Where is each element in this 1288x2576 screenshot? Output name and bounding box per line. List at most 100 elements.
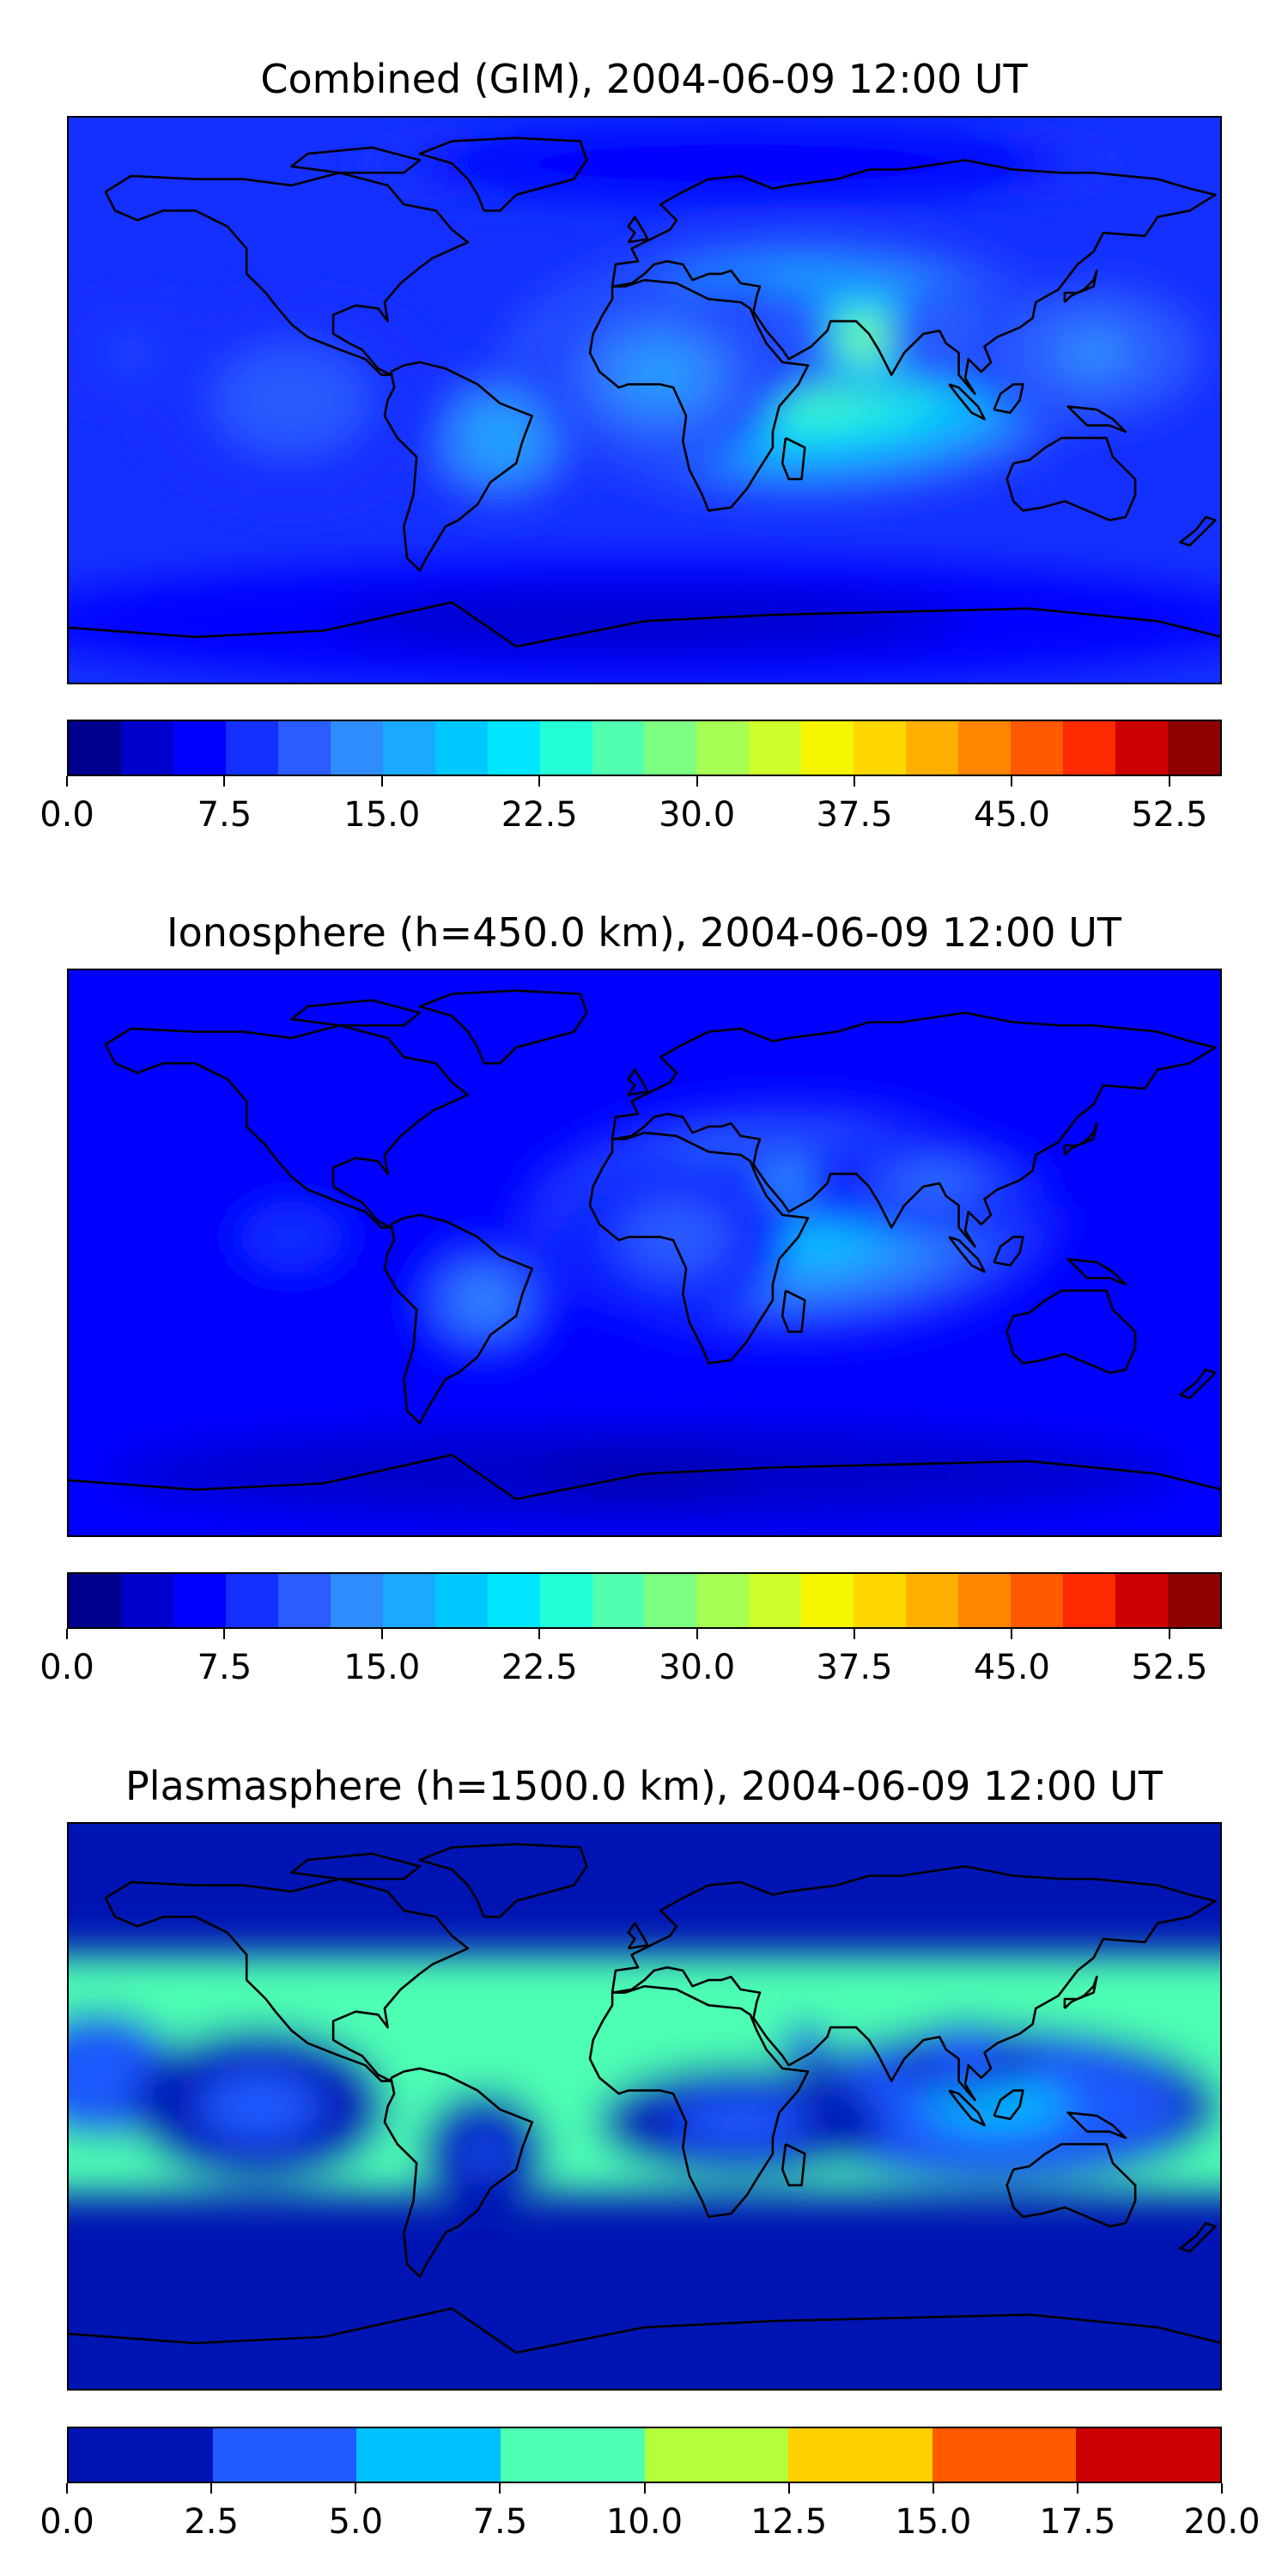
colorbar-swatch — [1168, 721, 1220, 775]
colorbar-swatch — [644, 721, 697, 775]
colorbar-swatch — [539, 721, 592, 775]
colorbar-tick — [1168, 1629, 1170, 1639]
panel-2-colorbar — [67, 1572, 1222, 1629]
colorbar-tick — [538, 776, 541, 787]
colorbar-swatch — [330, 1574, 383, 1627]
tec-contour — [470, 1288, 498, 1312]
colorbar-tick — [66, 776, 68, 787]
colorbar-swatch — [277, 1574, 331, 1627]
coastline — [67, 989, 1222, 1501]
colorbar-tick-label: 22.5 — [501, 795, 578, 835]
colorbar-swatch — [1168, 1574, 1220, 1627]
colorbar-tick — [538, 1629, 541, 1639]
colorbar-tick — [854, 1629, 856, 1639]
colorbar-tick — [210, 2483, 213, 2494]
tec-contour — [473, 2142, 495, 2165]
colorbar-swatch — [1011, 1574, 1064, 1627]
colorbar-tick-label: 45.0 — [973, 795, 1050, 835]
tec-contour — [264, 381, 319, 419]
panel-3-colorbar-ticks: 0.0 2.5 5.0 7.5 10.0 12.5 15.0 17.5 20.0 — [39, 2483, 1261, 2542]
colorbar-swatch — [788, 2428, 933, 2482]
colorbar-swatch — [382, 721, 435, 775]
colorbar-swatch — [173, 1574, 226, 1627]
colorbar-tick-label: 5.0 — [328, 2502, 384, 2542]
colorbar-tick-label: 10.0 — [605, 2502, 683, 2542]
colorbar-swatch — [696, 1574, 750, 1627]
panel-1-colorbar — [67, 720, 1222, 776]
colorbar-swatch — [356, 2428, 501, 2482]
colorbar-swatch — [277, 721, 331, 775]
colorbar-tick — [643, 2483, 646, 2494]
colorbar-tick-label: 52.5 — [1131, 1648, 1208, 1687]
panel-2-map — [67, 969, 1222, 1537]
colorbar-tick — [1076, 2483, 1078, 2494]
tec-contour — [115, 342, 148, 364]
colorbar-swatch — [69, 1574, 121, 1627]
colorbar-tick-label: 7.5 — [197, 795, 252, 835]
colorbar-swatch — [644, 2428, 789, 2482]
colorbar-swatch — [212, 2428, 357, 2482]
colorbar-swatch — [958, 721, 1012, 775]
colorbar-tick-label: 52.5 — [1131, 795, 1208, 835]
colorbar-tick-label: 30.0 — [659, 1648, 736, 1687]
colorbar-tick-label: 17.5 — [1039, 2502, 1116, 2542]
colorbar-swatch — [120, 1574, 173, 1627]
colorbar-swatch — [854, 1574, 907, 1627]
colorbar-swatch — [69, 721, 121, 775]
colorbar-swatch — [1076, 2428, 1220, 2482]
colorbar-swatch — [120, 721, 173, 775]
colorbar-tick-label: 7.5 — [197, 1648, 252, 1687]
colorbar-tick-label: 45.0 — [973, 1648, 1050, 1687]
colorbar-tick — [66, 1629, 68, 1639]
map-frame — [67, 1822, 1222, 2391]
colorbar-swatch — [801, 721, 854, 775]
colorbar-tick — [380, 1629, 383, 1639]
colorbar-tick — [696, 776, 698, 787]
colorbar-swatch — [69, 2428, 213, 2482]
colorbar-swatch — [1115, 1574, 1169, 1627]
panel-3-title: Plasmasphere (h=1500.0 km), 2004-06-09 1… — [125, 1763, 1163, 1809]
colorbar-swatch — [749, 1574, 802, 1627]
panel-2-title: Ionosphere (h=450.0 km), 2004-06-09 12:0… — [167, 909, 1121, 956]
tec-contour — [676, 155, 805, 172]
panel-1-title: Combined (GIM), 2004-06-09 12:00 UT — [260, 56, 1028, 102]
tec-contour — [1072, 339, 1115, 367]
colorbar-tick-label: 0.0 — [39, 2502, 94, 2542]
colorbar-swatch — [906, 1574, 959, 1627]
colorbar-swatch — [801, 1574, 854, 1627]
tec-contour — [716, 2112, 765, 2132]
colorbar-tick-label: 7.5 — [472, 2502, 528, 2542]
colorbar-swatch — [434, 1574, 488, 1627]
panel-1-colorbar-ticks: 0.0 7.5 15.0 22.5 30.0 37.5 45.0 52.5 — [39, 776, 1222, 835]
coastline — [67, 137, 1222, 648]
colorbar-swatch — [487, 1574, 540, 1627]
colorbar-tick — [1011, 776, 1013, 787]
coastline — [67, 1843, 1222, 2354]
colorbar-tick-label: 12.5 — [750, 2502, 828, 2542]
colorbar-tick — [1221, 2483, 1223, 2494]
panel-1-map — [67, 116, 1222, 684]
colorbar-tick — [223, 1629, 226, 1639]
tec-contour — [85, 2063, 112, 2086]
colorbar-swatch — [500, 2428, 645, 2482]
colorbar-swatch — [1115, 721, 1169, 775]
colorbar-tick — [1011, 1629, 1013, 1639]
colorbar-tick — [223, 776, 226, 787]
colorbar-tick-label: 30.0 — [659, 795, 736, 835]
panel-2-colorbar-ticks: 0.0 7.5 15.0 22.5 30.0 37.5 45.0 52.5 — [39, 1629, 1222, 1687]
colorbar-tick — [787, 2483, 790, 2494]
colorbar-swatch — [1063, 721, 1116, 775]
colorbar-swatch — [932, 2428, 1077, 2482]
colorbar-swatch — [854, 721, 907, 775]
colorbar-tick — [380, 776, 383, 787]
colorbar-tick — [355, 2483, 357, 2494]
colorbar-swatch — [330, 721, 383, 775]
colorbar-tick-label: 22.5 — [501, 1648, 578, 1687]
tec-contour — [800, 2039, 810, 2047]
colorbar-swatch — [487, 721, 540, 775]
map-frame — [67, 969, 1222, 1537]
colorbar-swatch — [592, 1574, 645, 1627]
colorbar-swatch — [696, 721, 750, 775]
colorbar-swatch — [1011, 721, 1064, 775]
colorbar-swatch — [382, 1574, 435, 1627]
